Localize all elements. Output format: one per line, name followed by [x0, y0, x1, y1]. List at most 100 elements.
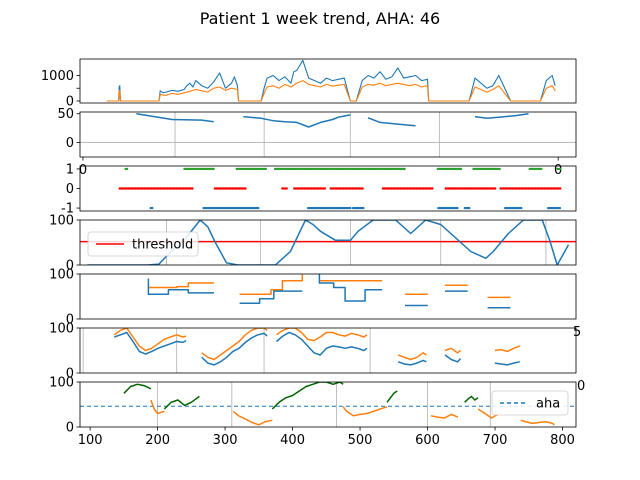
- series-dark_green-0: [123, 383, 152, 394]
- plot-area: [82, 328, 521, 373]
- point-red: [191, 187, 194, 190]
- figure-title: Patient 1 week trend, AHA: 46: [200, 9, 440, 28]
- series-blue-0: [136, 112, 214, 123]
- xtick-label: 800: [550, 433, 575, 448]
- series-blue-1: [147, 278, 214, 296]
- point-red: [559, 187, 562, 190]
- series-orange-6: [397, 352, 427, 361]
- legend: aha: [491, 390, 569, 416]
- ytick-label: 0: [66, 313, 74, 328]
- ytick-label: 0: [66, 259, 74, 274]
- plot-area: [106, 59, 556, 102]
- xtick-label: 600: [415, 433, 440, 448]
- axes-frame: [79, 273, 577, 320]
- ytick-label: 1000: [41, 69, 74, 84]
- series-blue-7: [397, 359, 427, 366]
- ytick-label: 0: [66, 182, 74, 197]
- series-blue-11: [494, 361, 520, 366]
- series-orange-4: [276, 328, 368, 342]
- point-blue: [468, 206, 471, 210]
- point-red: [244, 187, 247, 190]
- axes-frame: [79, 111, 577, 158]
- xtick-label: 100: [78, 433, 103, 448]
- series-blue-5: [318, 274, 383, 302]
- ytick-label: 50: [57, 107, 74, 122]
- series-orange-7: [430, 413, 459, 419]
- xtick-label: 400: [280, 433, 305, 448]
- series-dark_green-6: [386, 390, 398, 403]
- panel-3: -101: [61, 162, 577, 217]
- panel-4: 0 100 threshold: [49, 214, 577, 274]
- xtick-label: 500: [348, 433, 373, 448]
- point-green: [459, 167, 463, 171]
- axes-frame: [79, 219, 577, 266]
- point-blue: [349, 206, 352, 210]
- point-red: [493, 187, 497, 190]
- point-red: [323, 187, 327, 190]
- point-green: [125, 167, 129, 171]
- panel-1: 0 1000: [41, 58, 577, 109]
- ytick-label: 0: [66, 94, 74, 109]
- series-orange-8: [444, 347, 462, 354]
- point-red: [285, 187, 288, 190]
- point-blue: [257, 206, 260, 210]
- series-dark_green-4: [271, 382, 344, 410]
- point-green: [540, 167, 543, 171]
- series-orange-1: [150, 399, 165, 415]
- series-orange-0: [148, 282, 214, 289]
- point-red: [431, 187, 434, 190]
- series-blue-3: [474, 112, 529, 120]
- xtick-label-partial: 0: [577, 379, 585, 394]
- ytick-label: -1: [61, 202, 74, 217]
- xtick-label: 700: [483, 433, 508, 448]
- point-blue: [151, 206, 154, 210]
- series-orange-2: [201, 328, 268, 361]
- series-orange-10: [520, 419, 555, 426]
- point-green: [498, 167, 501, 171]
- xtick-label: 200: [145, 433, 170, 448]
- panel-7: 0 100 100 200 300 400 500 600 700 800 aha: [49, 376, 577, 448]
- legend: threshold: [87, 231, 199, 257]
- plot-area: [118, 167, 562, 210]
- series-blue-5: [276, 331, 368, 356]
- axes-frame: [79, 58, 577, 104]
- series-blue-3: [201, 332, 268, 366]
- series-orange-1: [106, 80, 556, 102]
- legend-label: aha: [536, 397, 560, 412]
- series-dark_green-8: [464, 395, 479, 403]
- series-blue-1: [114, 331, 187, 355]
- legend-box: [491, 390, 569, 416]
- ytick-label: 1: [66, 162, 74, 177]
- series-blue-9: [444, 354, 462, 363]
- ytick-label: 100: [49, 214, 74, 229]
- xtick-label-partial: 5: [573, 325, 581, 340]
- point-blue: [558, 206, 562, 210]
- point-green: [559, 167, 562, 171]
- series-orange-10: [494, 345, 521, 353]
- legend-box: [87, 231, 199, 257]
- point-blue: [362, 206, 365, 210]
- series-orange-2: [239, 274, 304, 296]
- series-dark_green-2: [163, 395, 200, 410]
- point-red: [361, 187, 364, 190]
- point-green: [264, 167, 268, 171]
- ytick-label: 100: [49, 376, 74, 391]
- xtick-label: 300: [213, 433, 238, 448]
- plot-area: [80, 112, 576, 157]
- series-blue-3: [239, 290, 303, 305]
- point-green: [212, 167, 215, 171]
- ytick-label: 0: [66, 367, 74, 382]
- series-orange-5: [342, 406, 388, 417]
- point-blue: [456, 206, 459, 210]
- xtick-label: 0: [79, 163, 87, 178]
- ytick-label: 100: [49, 322, 74, 337]
- axes-frame: [79, 381, 577, 428]
- point-green: [403, 167, 406, 171]
- series-blue-0: [87, 220, 570, 265]
- plot-area: [147, 274, 511, 309]
- series-blue-1: [243, 114, 351, 128]
